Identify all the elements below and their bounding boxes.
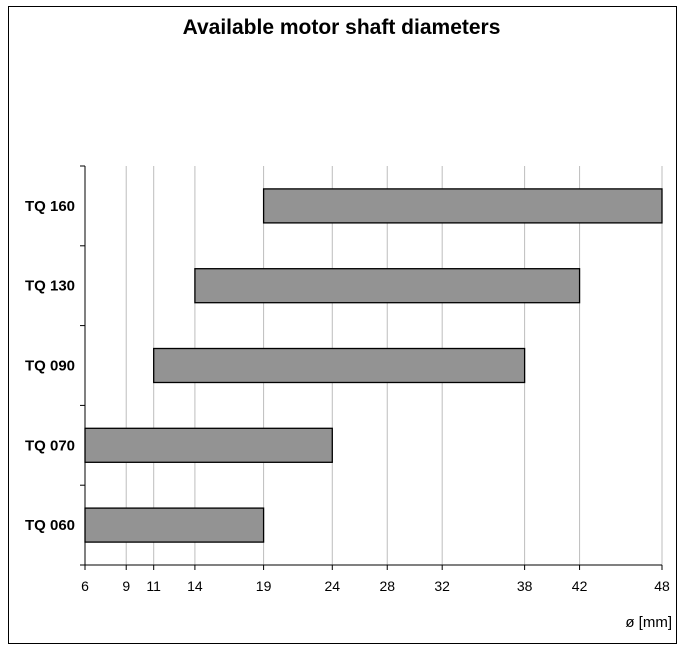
x-axis-title: ø [mm] xyxy=(625,614,672,631)
chart-title: Available motor shaft diameters xyxy=(182,16,501,39)
x-tick-label: 19 xyxy=(256,578,272,594)
bar-tq-160 xyxy=(262,188,663,224)
x-tick-label: 28 xyxy=(379,578,395,594)
x-tick-label: 11 xyxy=(146,578,161,594)
category-label: TQ 070 xyxy=(25,437,75,454)
x-tick-label: 24 xyxy=(324,578,340,594)
category-label: TQ 130 xyxy=(25,278,75,295)
bar-tq-060 xyxy=(84,507,265,543)
bar-tq-090 xyxy=(153,347,526,384)
label-layer: 6 9 11 14 19 24 28 32 38 42 48 TQ 060 TQ 070 TQ 090 TQ… xyxy=(25,198,672,631)
category-label: TQ 090 xyxy=(25,358,75,375)
bar-tq-070 xyxy=(84,427,333,463)
x-tick-label: 9 xyxy=(122,578,130,594)
x-tick-label: 32 xyxy=(434,578,450,594)
x-tick-label: 6 xyxy=(81,578,89,594)
bar-tq-130 xyxy=(194,268,581,304)
bar-layer xyxy=(84,188,663,543)
x-tick-label: 38 xyxy=(517,578,533,594)
x-tick-label: 14 xyxy=(187,578,203,594)
axis-layer xyxy=(80,165,663,570)
x-tick-label: 48 xyxy=(654,578,670,594)
x-tick-label: 42 xyxy=(572,578,588,594)
category-label: TQ 160 xyxy=(25,198,75,215)
category-label: TQ 060 xyxy=(25,517,75,534)
